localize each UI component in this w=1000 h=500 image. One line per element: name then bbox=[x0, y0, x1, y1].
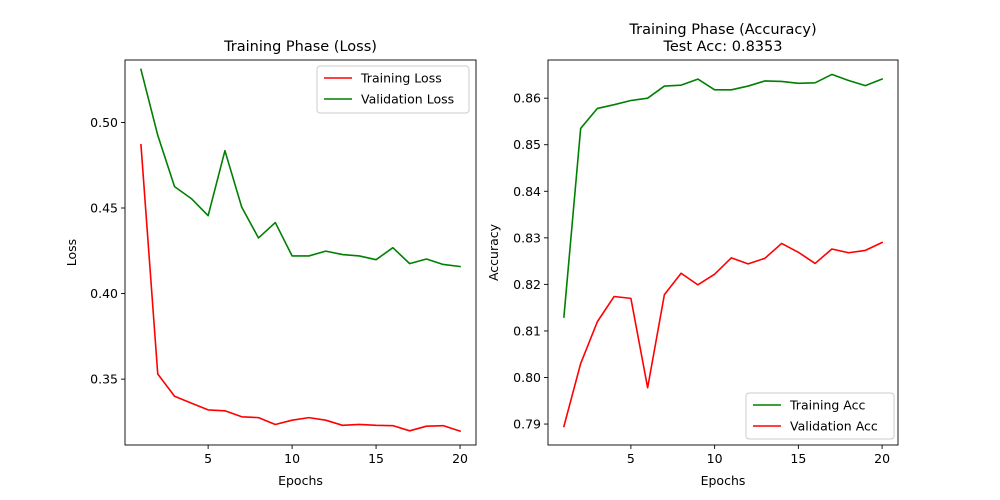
accuracy-y-tick-label: 0.82 bbox=[513, 277, 541, 292]
accuracy-series-line-training-acc bbox=[563, 73, 884, 318]
accuracy-legend: Training Acc Validation Acc bbox=[745, 392, 895, 440]
loss-x-tick-label: 15 bbox=[368, 451, 384, 466]
loss-chart-title: Training Phase (Loss) bbox=[223, 39, 377, 55]
accuracy-y-tick-label: 0.80 bbox=[513, 370, 541, 385]
accuracy-x-tick-label: 15 bbox=[790, 451, 806, 466]
loss-y-tick-label: 0.40 bbox=[90, 286, 118, 301]
accuracy-y-tick-label: 0.84 bbox=[513, 184, 541, 199]
accuracy-legend-label: Validation Acc bbox=[790, 419, 878, 434]
loss-series-line-validation-loss bbox=[139, 68, 461, 268]
accuracy-legend-box bbox=[745, 392, 895, 440]
loss-series-line-training-loss bbox=[140, 143, 462, 433]
accuracy-y-axis-label: Accuracy bbox=[486, 223, 501, 281]
accuracy-y-tick-label: 0.81 bbox=[513, 323, 541, 338]
loss-x-tick-label: 5 bbox=[204, 451, 212, 466]
loss-y-tick-label: 0.50 bbox=[90, 115, 118, 130]
accuracy-y-tick-label: 0.85 bbox=[513, 137, 541, 152]
loss-x-tick-label: 10 bbox=[284, 451, 300, 466]
loss-y-tick-label: 0.45 bbox=[90, 201, 118, 216]
accuracy-x-axis-label: Epochs bbox=[701, 473, 746, 488]
accuracy-x-tick-label: 5 bbox=[627, 451, 635, 466]
accuracy-x-tick-label: 20 bbox=[874, 451, 890, 466]
accuracy-y-tick-label: 0.79 bbox=[513, 417, 541, 432]
loss-legend: Training Loss Validation Loss bbox=[316, 65, 470, 114]
loss-y-tick-label: 0.35 bbox=[90, 372, 118, 387]
accuracy-y-tick-label: 0.83 bbox=[513, 230, 541, 245]
loss-legend-label: Validation Loss bbox=[361, 92, 454, 107]
loss-plot-frame bbox=[124, 59, 477, 446]
accuracy-plot-frame bbox=[547, 59, 899, 446]
accuracy-y-tick-label: 0.86 bbox=[513, 91, 541, 106]
loss-x-tick-label: 20 bbox=[452, 451, 468, 466]
accuracy-x-tick-label: 10 bbox=[707, 451, 723, 466]
accuracy-chart-title: Training Phase (Accuracy) bbox=[628, 22, 816, 38]
accuracy-chart-panel: Training Phase (Accuracy)Test Acc: 0.835… bbox=[486, 22, 899, 488]
accuracy-chart-subtitle: Test Acc: 0.8353 bbox=[662, 39, 782, 55]
loss-legend-box bbox=[316, 65, 470, 114]
accuracy-series-line-validation-acc bbox=[562, 241, 884, 428]
loss-chart-panel: Training Phase (Loss) 5 10 15 20 0.35 0.40 0.45… bbox=[64, 39, 477, 488]
loss-legend-label: Training Loss bbox=[360, 71, 442, 86]
accuracy-legend-label: Training Acc bbox=[789, 398, 865, 413]
loss-x-axis-label: Epochs bbox=[278, 473, 323, 488]
loss-y-axis-label: Loss bbox=[64, 239, 79, 266]
